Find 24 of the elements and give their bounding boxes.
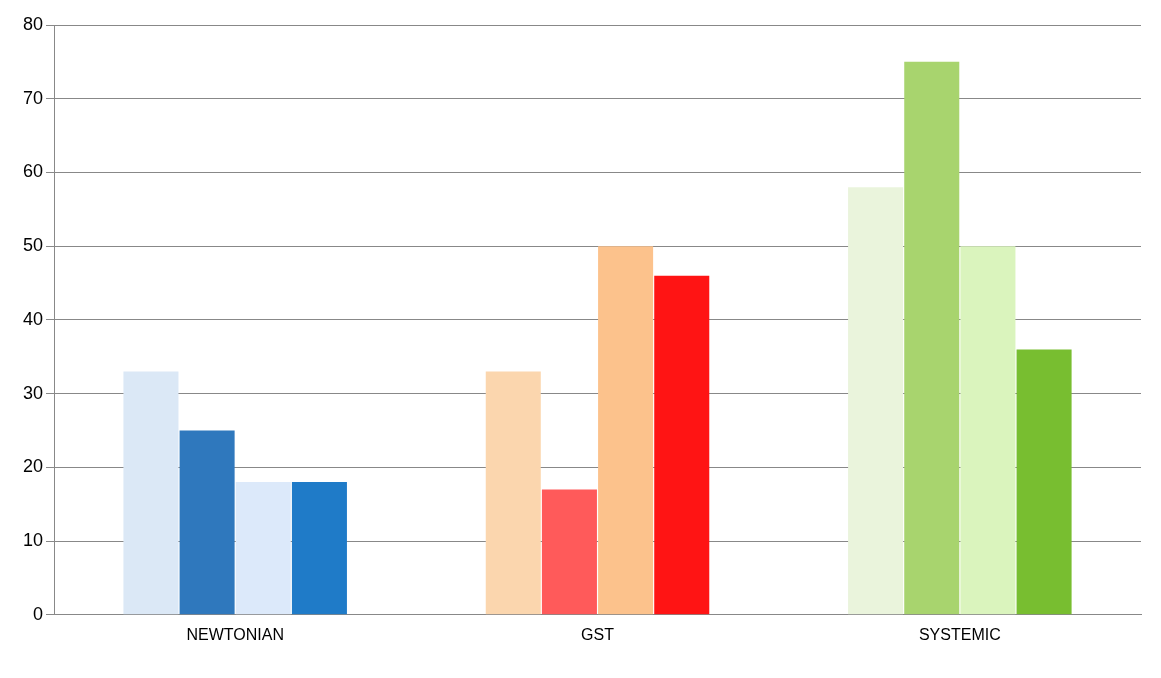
bar — [598, 246, 654, 615]
bar — [1016, 349, 1072, 615]
bar — [904, 61, 960, 615]
y-tick-label: 40 — [22, 308, 44, 329]
bar — [541, 489, 597, 615]
bar — [179, 430, 235, 615]
bar — [123, 371, 179, 615]
y-tick-label: 30 — [22, 382, 44, 403]
x-tick-label: NEWTONIAN — [186, 625, 284, 643]
bar — [960, 246, 1016, 615]
x-tick-label: GST — [581, 625, 615, 643]
y-tick-label: 80 — [22, 13, 44, 34]
y-tick-label: 0 — [33, 603, 44, 624]
bar — [848, 187, 904, 615]
bar — [235, 482, 291, 615]
bar — [485, 371, 541, 615]
bar — [291, 482, 347, 615]
y-tick-label: 20 — [22, 456, 44, 477]
y-tick-label: 10 — [22, 530, 44, 551]
bar — [654, 275, 710, 615]
x-tick-label: SYSTEMIC — [918, 625, 1001, 643]
y-tick-label: 50 — [22, 235, 44, 256]
y-tick-label: 60 — [22, 161, 44, 182]
y-tick-label: 70 — [22, 87, 44, 108]
